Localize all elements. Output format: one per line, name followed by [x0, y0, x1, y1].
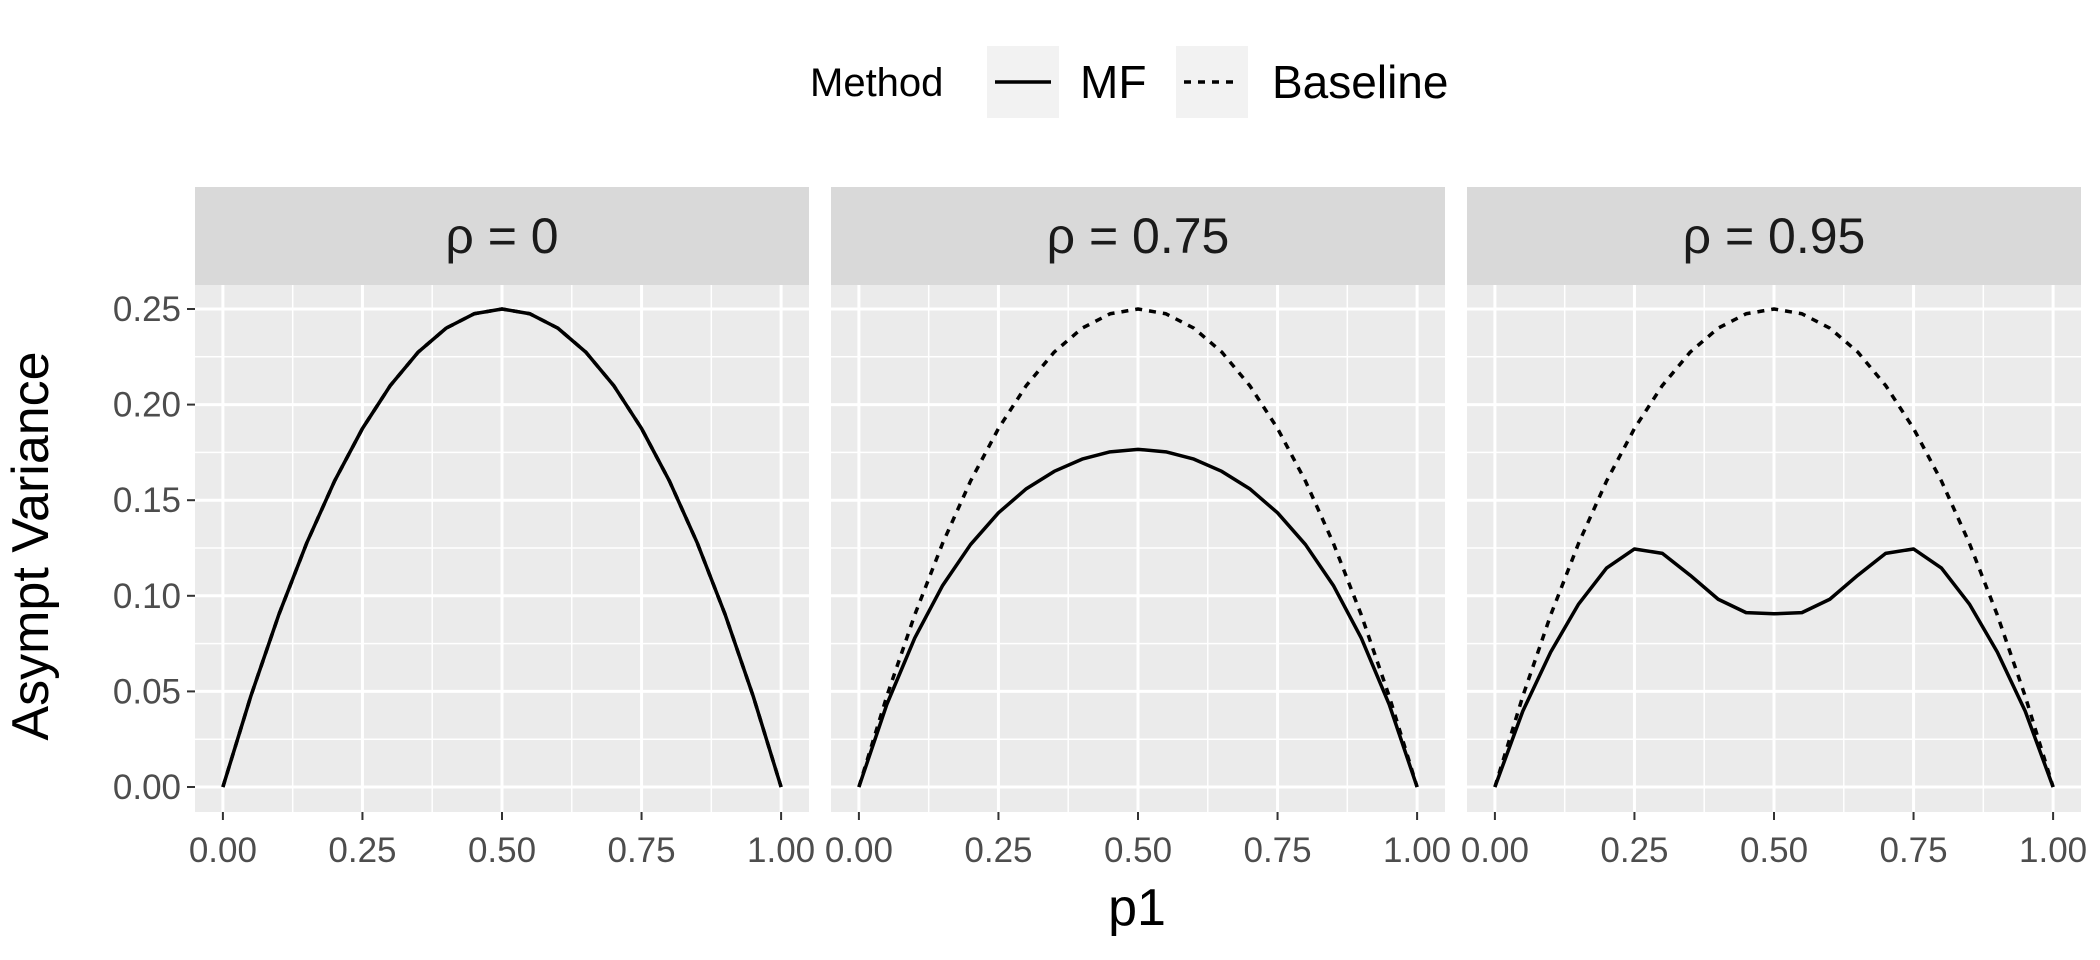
y-tick-label: 0.15 [113, 481, 181, 520]
facet-panel: ρ = 0 0.00 0.25 0.50 0.75 1.00 [189, 187, 815, 870]
x-tick-label: 0.75 [1879, 831, 1947, 870]
y-tick-label: 0.25 [113, 290, 181, 329]
facet-panel: ρ = 0.75 0.00 0.25 0.50 0.75 1.00 [825, 187, 1451, 870]
facet-strip [831, 187, 1445, 285]
y-tick-label: 0.05 [113, 672, 181, 711]
facet-strip-label: ρ = 0.95 [1683, 208, 1866, 264]
legend: Method MF Baseline [810, 46, 1448, 118]
facet-strip-label: ρ = 0 [445, 208, 558, 264]
legend-title: Method [810, 61, 943, 105]
y-axis-title: Asympt Variance [2, 351, 60, 740]
x-tick-label: 0.50 [1104, 831, 1172, 870]
facet-strip [1467, 187, 2081, 285]
y-tick-label: 0.10 [113, 577, 181, 616]
facet-panels: ρ = 0 0.00 0.25 0.50 0.75 1.00 ρ = 0.75 0.00 0.2… [189, 187, 2087, 870]
x-tick-label: 1.00 [2019, 831, 2087, 870]
x-tick-label: 0.25 [328, 831, 396, 870]
x-tick-label: 1.00 [1383, 831, 1451, 870]
x-tick-label: 0.25 [1600, 831, 1668, 870]
x-tick-label: 0.50 [1740, 831, 1808, 870]
y-axis: 0.00 0.05 0.10 0.15 0.20 0.25 [113, 290, 195, 807]
legend-label: MF [1080, 56, 1146, 108]
series-line-baseline [1493, 307, 2055, 788]
facet-strip [195, 187, 809, 285]
legend-label: Baseline [1272, 56, 1448, 108]
series-line-baseline [857, 307, 1419, 788]
x-tick-label: 0.00 [189, 831, 257, 870]
facet-strip-label: ρ = 0.75 [1047, 208, 1230, 264]
series-line-mf [857, 447, 1419, 788]
x-tick-label: 0.50 [468, 831, 536, 870]
x-tick-label: 0.00 [825, 831, 893, 870]
x-axis-title: p1 [1108, 879, 1166, 937]
series-line-mf [1493, 547, 2055, 788]
x-tick-label: 0.25 [964, 831, 1032, 870]
x-tick-label: 0.75 [607, 831, 675, 870]
series-line-mf [221, 307, 783, 788]
x-tick-label: 0.00 [1461, 831, 1529, 870]
y-tick-label: 0.00 [113, 768, 181, 807]
x-tick-label: 0.75 [1243, 831, 1311, 870]
facet-panel: ρ = 0.95 0.00 0.25 0.50 0.75 1.00 [1461, 187, 2087, 870]
x-tick-label: 1.00 [747, 831, 815, 870]
y-tick-label: 0.20 [113, 386, 181, 425]
